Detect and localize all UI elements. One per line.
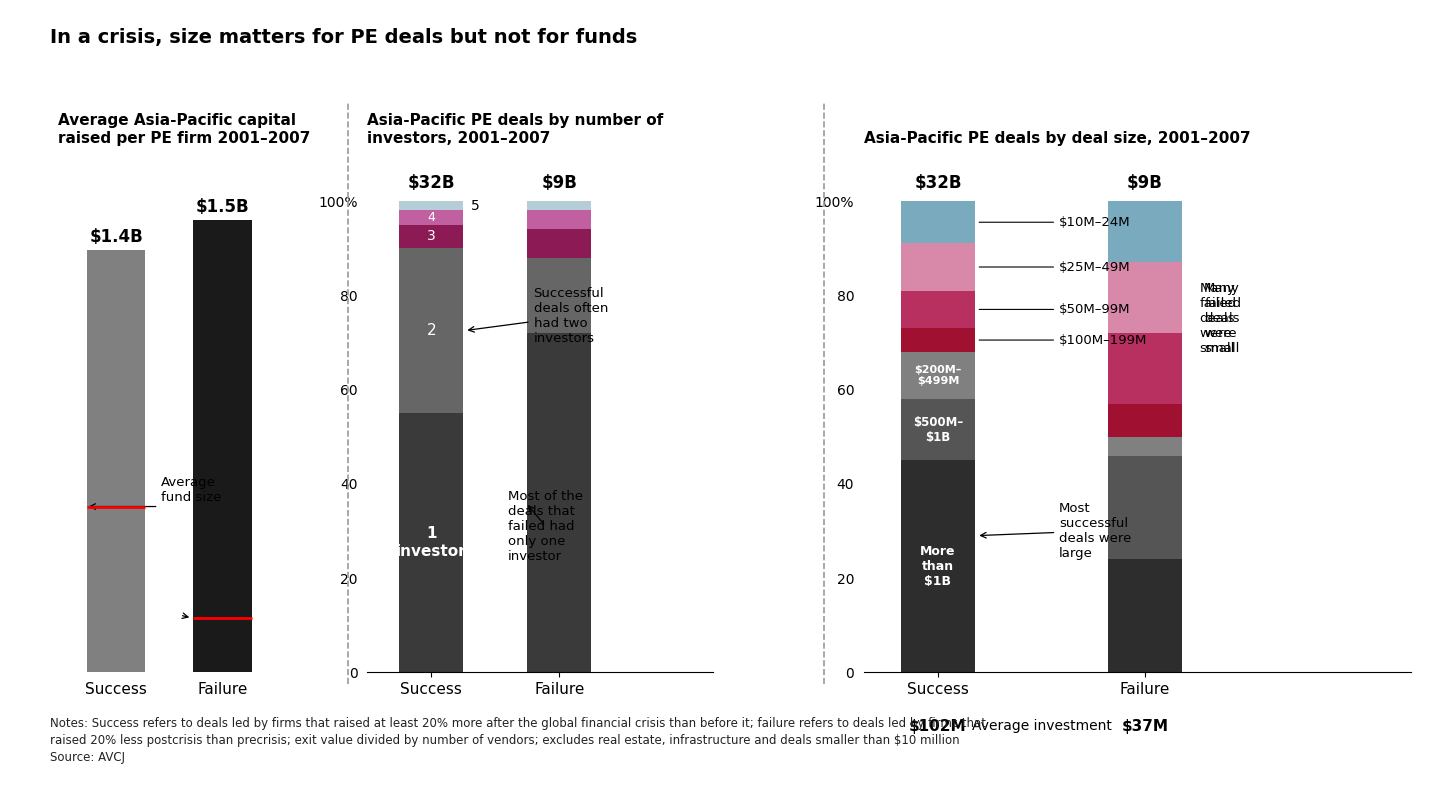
Bar bbox=[399, 211, 464, 224]
Text: Average
fund size: Average fund size bbox=[161, 475, 222, 504]
Text: $32B: $32B bbox=[408, 173, 455, 192]
Text: $50M–99M: $50M–99M bbox=[1060, 303, 1130, 316]
Bar bbox=[527, 258, 592, 333]
Text: $102M: $102M bbox=[909, 719, 966, 735]
Text: 2: 2 bbox=[426, 323, 436, 338]
Text: Average investment: Average investment bbox=[972, 719, 1112, 733]
Text: $500M–
$1B: $500M– $1B bbox=[913, 416, 963, 444]
Text: Successful
deals often
had two
investors: Successful deals often had two investors bbox=[468, 288, 608, 346]
Text: Most of the
deals that
failed had
only one
investor: Most of the deals that failed had only o… bbox=[508, 490, 583, 563]
Text: $100M–199M: $100M–199M bbox=[1060, 334, 1148, 347]
Bar bbox=[901, 399, 975, 460]
Text: 5: 5 bbox=[471, 198, 480, 213]
Bar bbox=[86, 250, 145, 672]
Text: $1.5B: $1.5B bbox=[196, 198, 249, 215]
Text: Asia-Pacific PE deals by number of
investors, 2001–2007: Asia-Pacific PE deals by number of inves… bbox=[367, 113, 664, 146]
Text: $10M–24M: $10M–24M bbox=[1060, 215, 1130, 228]
Bar bbox=[1107, 559, 1182, 672]
Bar bbox=[399, 201, 464, 211]
Text: $9B: $9B bbox=[1128, 173, 1164, 192]
Text: Many
failed
deals
were
small: Many failed deals were small bbox=[1200, 283, 1237, 356]
Text: Most
successful
deals were
large: Most successful deals were large bbox=[981, 502, 1132, 560]
Text: $200M–
$499M: $200M– $499M bbox=[914, 364, 962, 386]
Bar bbox=[399, 224, 464, 248]
Bar bbox=[1107, 333, 1182, 403]
Text: $1.4B: $1.4B bbox=[89, 228, 143, 245]
Bar bbox=[901, 201, 975, 244]
Text: More
than
$1B: More than $1B bbox=[920, 545, 956, 588]
Text: $25M–49M: $25M–49M bbox=[1060, 261, 1130, 274]
Text: $9B: $9B bbox=[541, 173, 577, 192]
Text: 4: 4 bbox=[428, 211, 435, 224]
Bar bbox=[399, 248, 464, 413]
Bar bbox=[901, 244, 975, 291]
Text: 1
investor: 1 investor bbox=[396, 526, 467, 559]
Text: 3: 3 bbox=[426, 229, 435, 243]
Text: Average Asia-Pacific capital
raised per PE firm 2001–2007: Average Asia-Pacific capital raised per … bbox=[58, 113, 310, 146]
Bar bbox=[1107, 437, 1182, 455]
Text: $32B: $32B bbox=[914, 173, 962, 192]
Bar bbox=[527, 333, 592, 672]
Text: $37M: $37M bbox=[1122, 719, 1168, 735]
Bar bbox=[527, 201, 592, 211]
Bar bbox=[1107, 262, 1182, 333]
Bar bbox=[901, 291, 975, 328]
Bar bbox=[193, 220, 252, 672]
Bar bbox=[901, 328, 975, 352]
Bar bbox=[1107, 455, 1182, 559]
Text: Notes: Success refers to deals led by firms that raised at least 20% more after : Notes: Success refers to deals led by fi… bbox=[50, 717, 986, 764]
Bar bbox=[901, 352, 975, 399]
Text: Many
failed
deals
were
small: Many failed deals were small bbox=[1204, 283, 1241, 356]
Bar bbox=[1107, 201, 1182, 262]
Text: Asia-Pacific PE deals by deal size, 2001–2007: Asia-Pacific PE deals by deal size, 2001… bbox=[864, 130, 1250, 146]
Text: In a crisis, size matters for PE deals but not for funds: In a crisis, size matters for PE deals b… bbox=[50, 28, 638, 47]
Bar bbox=[1107, 403, 1182, 437]
Bar bbox=[901, 460, 975, 672]
Bar bbox=[527, 229, 592, 258]
Bar bbox=[527, 211, 592, 229]
Bar bbox=[399, 413, 464, 672]
